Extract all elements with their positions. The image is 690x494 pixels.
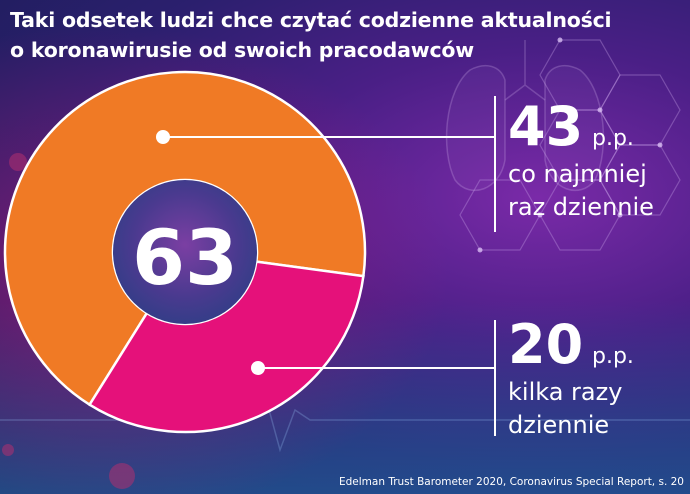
leader-dot-2: [251, 361, 265, 375]
source-note: Edelman Trust Barometer 2020, Coronaviru…: [339, 476, 684, 488]
donut-slice-1: [3, 70, 367, 407]
chart-title-line-2: o koronawirusie od swoich pracodawców: [10, 38, 475, 62]
slice-1-unit: p.p.: [592, 126, 634, 151]
center-value: 63: [132, 213, 238, 302]
lungs-icon: [445, 40, 605, 191]
slice-2-label-line-1: kilka razy: [508, 378, 623, 406]
donut-chart: [3, 70, 496, 436]
leader-dot-1: [156, 130, 170, 144]
slice-2-value: 20: [508, 313, 584, 376]
slice-1-label-line-2: raz dziennie: [508, 193, 654, 221]
donut-center: [113, 180, 257, 324]
slice-1-value: 43: [508, 95, 584, 158]
chart-title-line-1: Taki odsetek ludzi chce czytać codzienne…: [10, 8, 612, 32]
virus-icon: [2, 153, 135, 489]
slice-2-unit: p.p.: [592, 344, 634, 369]
slice-2-label-line-2: dziennie: [508, 411, 610, 439]
slice-1-label-line-1: co najmniej: [508, 160, 647, 188]
